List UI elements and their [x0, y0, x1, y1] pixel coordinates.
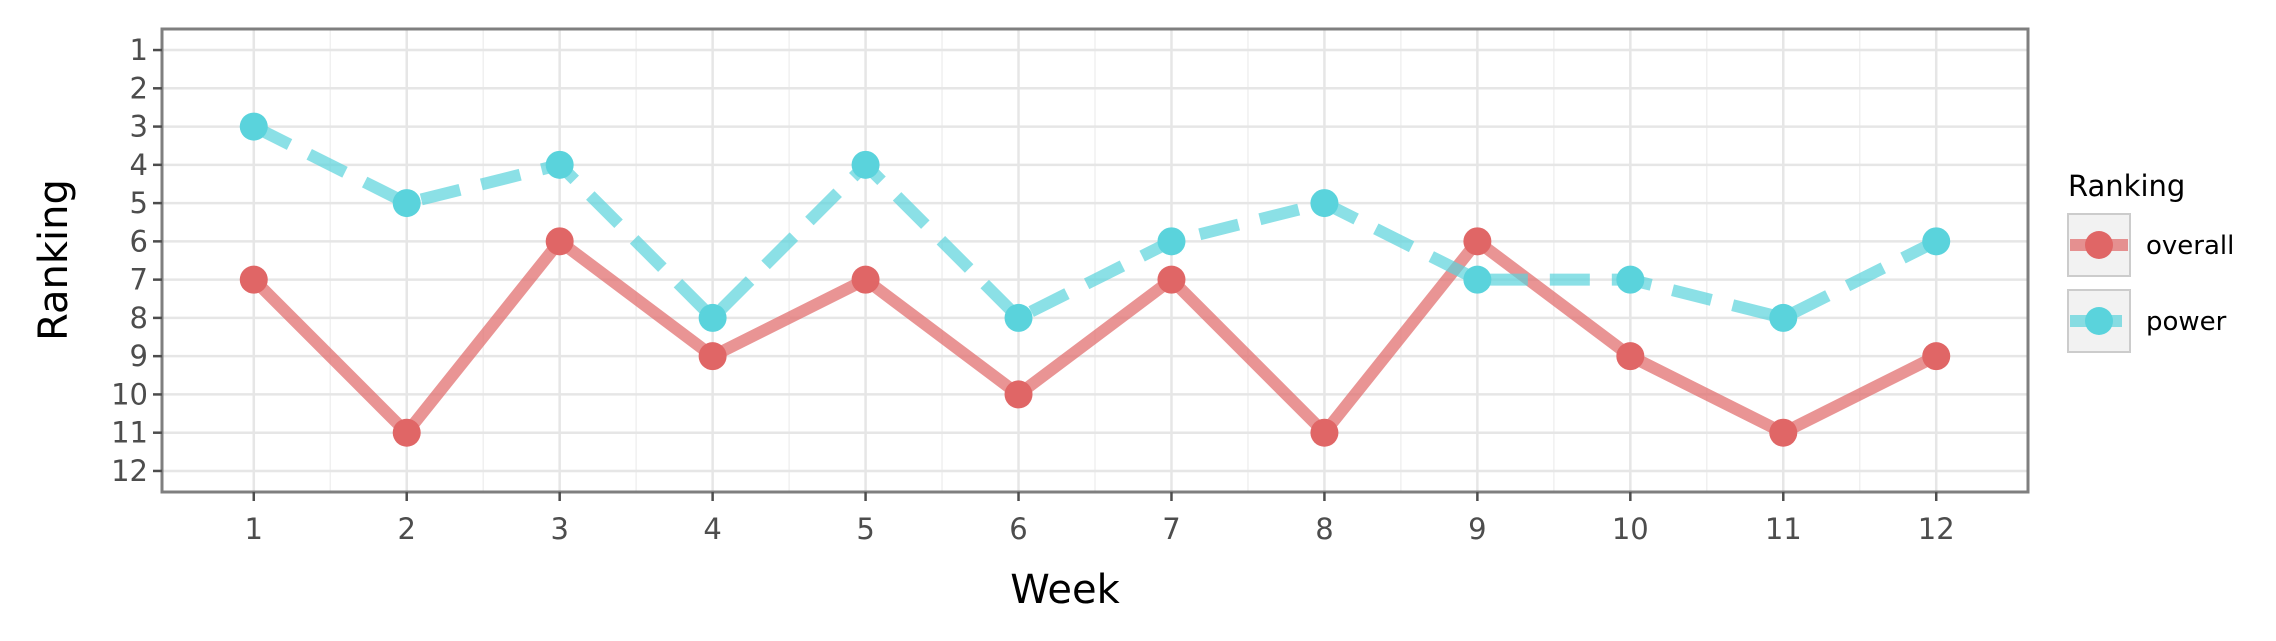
point-overall-week-2	[392, 418, 421, 447]
legend-title: Ranking	[2068, 169, 2185, 203]
point-power-week-3	[545, 150, 574, 179]
y-tick-label: 3	[130, 110, 148, 144]
point-power-week-4	[698, 303, 727, 332]
point-power-week-7	[1157, 227, 1186, 256]
point-power-week-5	[851, 150, 880, 179]
point-overall-week-10	[1616, 342, 1645, 371]
point-overall-week-8	[1310, 418, 1339, 447]
legend-point-overall	[2085, 231, 2113, 259]
point-power-week-9	[1463, 265, 1492, 294]
point-power-week-11	[1769, 303, 1798, 332]
x-tick-label: 1	[245, 512, 263, 546]
point-power-week-6	[1004, 303, 1033, 332]
point-overall-week-4	[698, 342, 727, 371]
x-tick-label: 9	[1468, 512, 1486, 546]
y-tick-label: 12	[111, 454, 148, 488]
plot-border	[160, 27, 2030, 494]
y-tick-label: 1	[130, 33, 148, 67]
point-overall-week-3	[545, 227, 574, 256]
x-tick-label: 6	[1009, 512, 1027, 546]
x-tick-label: 10	[1612, 512, 1649, 546]
series-lines	[249, 121, 1939, 439]
x-axis-title: Week	[1010, 567, 1120, 613]
x-tick-label: 7	[1162, 512, 1180, 546]
y-tick-label: 10	[111, 377, 148, 411]
y-tick-label: 9	[130, 339, 148, 373]
point-power-week-8	[1310, 189, 1339, 218]
series-line-power	[251, 121, 1939, 324]
point-overall-week-12	[1922, 342, 1951, 371]
point-power-week-1	[239, 112, 268, 141]
x-tick-label: 5	[856, 512, 874, 546]
x-tick-label: 12	[1918, 512, 1955, 546]
point-power-week-12	[1922, 227, 1951, 256]
x-axis: 1 2 3 4 5 6 7 8 9 10 11 12	[245, 492, 1955, 546]
point-overall-week-1	[239, 265, 268, 294]
x-tick-label: 3	[550, 512, 568, 546]
y-tick-label: 7	[130, 263, 148, 297]
point-overall-week-5	[851, 265, 880, 294]
point-overall-week-11	[1769, 418, 1798, 447]
y-tick-label: 4	[130, 148, 148, 182]
x-tick-label: 2	[397, 512, 415, 546]
series-line-overall	[249, 235, 1939, 439]
y-tick-label: 6	[130, 224, 148, 258]
y-tick-label: 8	[130, 301, 148, 335]
y-axis-title: Ranking	[31, 179, 77, 341]
legend: Ranking overall power	[2067, 169, 2234, 353]
legend-label-power: power	[2146, 307, 2227, 337]
x-tick-label: 11	[1765, 512, 1802, 546]
series-points	[239, 112, 1951, 447]
point-overall-week-6	[1004, 380, 1033, 409]
point-overall-week-9	[1463, 227, 1492, 256]
point-power-week-2	[392, 189, 421, 218]
x-tick-label: 4	[703, 512, 721, 546]
legend-label-overall: overall	[2146, 231, 2234, 261]
point-power-week-10	[1616, 265, 1645, 294]
legend-point-power	[2085, 307, 2113, 335]
grid-lines	[162, 29, 2028, 492]
y-tick-label: 5	[130, 186, 148, 220]
x-tick-label: 8	[1315, 512, 1333, 546]
y-tick-label: 2	[130, 71, 148, 105]
point-overall-week-7	[1157, 265, 1186, 294]
y-tick-label: 11	[111, 416, 148, 450]
